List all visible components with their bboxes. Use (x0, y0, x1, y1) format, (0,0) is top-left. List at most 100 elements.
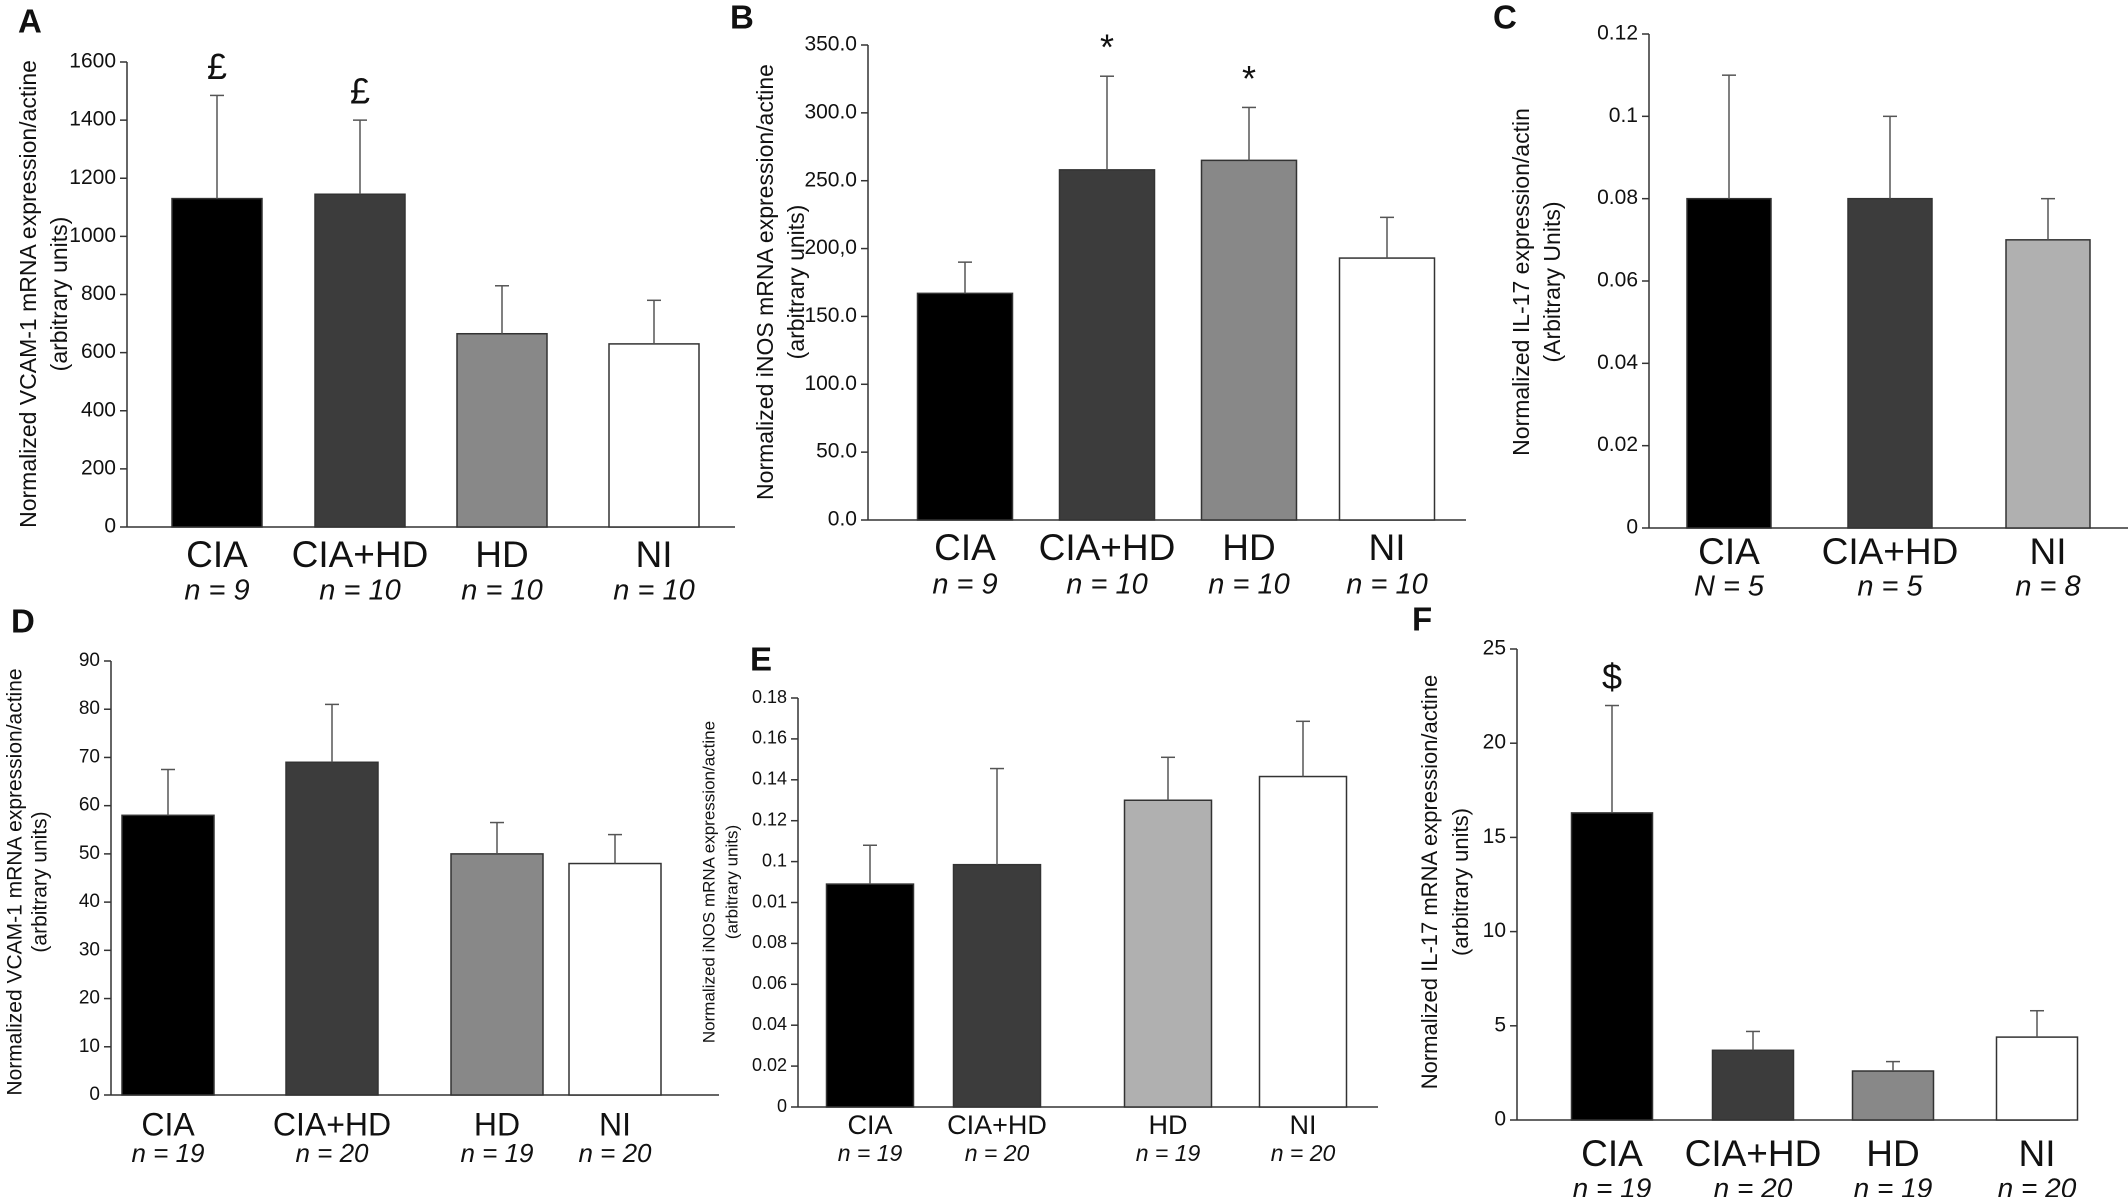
y-tick-label: 800 (81, 282, 116, 305)
significance-mark: £ (207, 46, 227, 87)
x-tick-label: CIA (1581, 1133, 1643, 1174)
bar (608, 343, 700, 528)
sample-size: n = 10 (1208, 569, 1289, 601)
y-tick-label: 0 (1626, 516, 1638, 539)
panel-letter: E (750, 641, 772, 678)
y-tick-label: 0.16 (752, 728, 787, 748)
panel: C Normalized IL-17 expression/actin (Arbit… (1493, 0, 2128, 603)
sample-size: n = 10 (319, 575, 400, 607)
y-tick-label: 30 (79, 939, 100, 960)
bar (171, 197, 263, 528)
sample-size: n = 10 (461, 575, 542, 607)
y-axis-label: Normalized IL-17 expression/actin (1508, 108, 1534, 456)
y-tick-label: 20 (79, 988, 100, 1009)
y-tick-label: 0.1 (762, 850, 787, 870)
y-tick-label: 10 (1483, 919, 1506, 942)
bar (1200, 159, 1298, 521)
sample-size: n = 8 (2015, 571, 2080, 603)
y-axis-label: Normalized IL-17 mRNA expression/actine (1417, 675, 1442, 1090)
y-tick-label: 400 (81, 398, 116, 421)
y-tick-label: 350.0 (804, 33, 857, 56)
sample-size: n = 9 (184, 575, 249, 607)
bar (1686, 197, 1772, 529)
y-tick-label: 0.06 (1597, 269, 1638, 292)
panel: A Normalized VCAM-1 mRNA expression/actin… (15, 3, 735, 607)
x-tick-label: CIA+HD (273, 1106, 391, 1142)
sample-size: n = 19 (131, 1138, 204, 1168)
y-tick-label: 20 (1483, 731, 1506, 754)
y-axis-label: Normalized iNOS mRNA expression/actine (699, 721, 718, 1043)
x-tick-label: CIA+HD (1822, 531, 1959, 572)
sample-size: n = 20 (1714, 1172, 1793, 1197)
y-axis-label: (arbitrary units) (783, 205, 809, 360)
y-tick-label: 40 (79, 891, 100, 912)
y-tick-label: 0.02 (1597, 433, 1638, 456)
bar (952, 863, 1042, 1108)
x-tick-label: CIA (1698, 531, 1760, 572)
bar (1851, 1070, 1935, 1121)
y-tick-label: 100.0 (804, 372, 857, 395)
sample-size: n = 5 (1857, 571, 1923, 603)
y-tick-label: 1000 (69, 224, 116, 247)
y-tick-label: 0.1 (1609, 104, 1638, 127)
bar (1258, 775, 1348, 1108)
y-axis-label: Normalized VCAM-1 mRNA expression/actine (4, 668, 27, 1095)
bar (456, 332, 548, 528)
y-axis-label: (arbitrary units) (722, 825, 741, 939)
y-tick-label: 0 (89, 1084, 100, 1105)
y-tick-label: 1400 (69, 108, 116, 131)
x-tick-label: CIA (934, 527, 996, 568)
x-tick-label: NI (1290, 1110, 1317, 1140)
y-axis-label: (Arbitrary Units) (1539, 201, 1565, 362)
y-axis-label: (arbitrary units) (1448, 808, 1473, 956)
y-tick-label: 10 (79, 1036, 100, 1057)
y-tick-label: 15 (1483, 825, 1506, 848)
sample-size: n = 20 (1998, 1172, 2077, 1197)
y-tick-label: 200,0 (804, 236, 857, 259)
bar (825, 883, 915, 1108)
x-tick-label: NI (2030, 531, 2067, 572)
bar (1123, 799, 1213, 1108)
y-tick-label: 1600 (69, 50, 116, 73)
bar (568, 862, 662, 1096)
x-tick-label: NI (2019, 1133, 2056, 1174)
x-tick-label: NI (599, 1106, 631, 1142)
x-tick-label: HD (474, 1106, 520, 1142)
x-tick-label: NI (636, 534, 673, 575)
y-tick-label: 50 (79, 843, 100, 864)
panel: E Normalized iNOS mRNA expression/actine(… (699, 641, 1378, 1166)
y-tick-label: 50.0 (816, 440, 857, 463)
x-tick-label: CIA (186, 534, 248, 575)
bar (2005, 239, 2091, 529)
y-axis-label: Normalized iNOS mRNA expression/actine (752, 64, 778, 500)
y-tick-label: 0.12 (752, 809, 787, 829)
sample-size: n = 20 (1271, 1140, 1336, 1166)
x-tick-label: HD (475, 534, 528, 575)
y-tick-label: 60 (79, 795, 100, 816)
sample-size: n = 9 (932, 569, 997, 601)
sample-size: n = 19 (1136, 1140, 1201, 1166)
panel-letter: B (730, 0, 754, 36)
significance-mark: * (1100, 27, 1114, 68)
y-tick-label: 150.0 (804, 304, 857, 327)
sample-size: n = 10 (613, 575, 694, 607)
x-tick-label: CIA (847, 1110, 892, 1140)
sample-size: n = 20 (965, 1140, 1030, 1166)
x-tick-label: CIA+HD (1039, 527, 1176, 568)
sample-size: n = 19 (460, 1138, 533, 1168)
bar (916, 292, 1014, 521)
y-tick-label: 25 (1483, 637, 1506, 660)
y-axis-label: (arbitrary units) (29, 811, 52, 952)
x-tick-label: HD (1222, 527, 1275, 568)
x-tick-label: NI (1369, 527, 1406, 568)
bar (1711, 1049, 1795, 1121)
bar (1995, 1036, 2079, 1121)
y-tick-label: 0.01 (752, 891, 787, 911)
bar (121, 814, 215, 1096)
y-tick-label: 0.06 (752, 973, 787, 993)
y-tick-label: 0.14 (752, 769, 787, 789)
x-tick-label: HD (1866, 1133, 1919, 1174)
bar (1338, 257, 1436, 521)
y-tick-label: 0.02 (752, 1055, 787, 1075)
